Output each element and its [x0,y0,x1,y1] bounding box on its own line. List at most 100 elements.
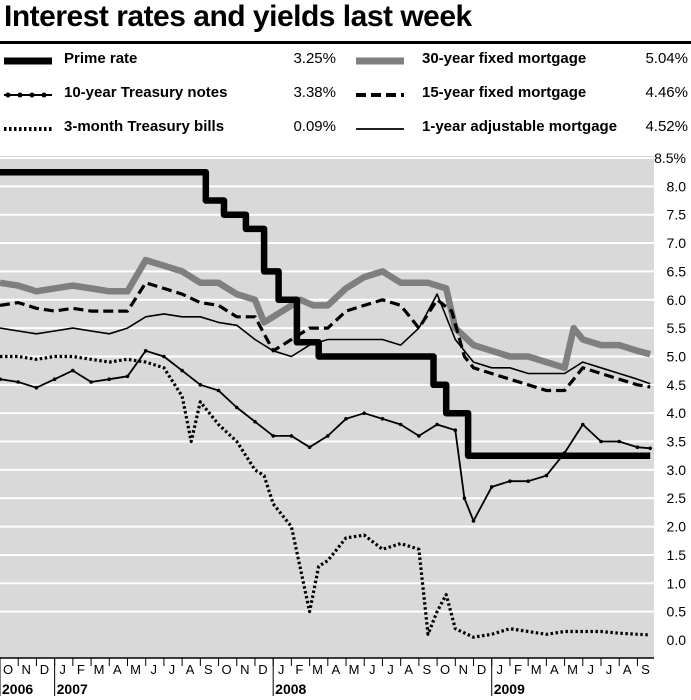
year-label: 2007 [57,681,88,697]
x-tick-label: J [150,662,157,677]
legend-label-m30: 30-year fixed mortgage [422,50,587,67]
legend-value-m30: 5.04% [645,50,688,67]
series-point-t10 [417,434,421,438]
x-tick-label: J [169,662,176,677]
series-point-t10 [71,368,75,373]
series-point-t10 [289,434,294,438]
series-point-t10 [0,377,2,381]
x-tick-label: O [3,662,13,677]
x-tick-label: A [113,662,122,677]
series-point-t10 [107,377,112,381]
series-point-t10 [435,422,439,427]
x-tick-label: S [423,662,432,677]
series-point-t10 [16,380,21,384]
legend-value-arm1: 4.52% [645,118,688,135]
legend-value-prime: 3.25% [293,50,336,67]
legend-item-prime: Prime rate 3.25% [0,44,340,78]
y-tick-label: 0.0 [667,632,687,648]
legend-item-t10: 10-year Treasury notes 3.38% [0,78,340,112]
legend: Prime rate 3.25% 10-year Treasury notes … [0,44,691,144]
series-point-t10 [143,349,148,353]
series-point-t10 [34,385,39,390]
series-point-t10 [453,428,458,433]
series-point-t10 [599,439,603,444]
series-point-t10 [180,368,184,373]
legend-label-t3m: 3-month Treasury bills [64,118,225,135]
x-tick-label: M [567,662,578,677]
y-tick-label: 4.0 [667,405,687,421]
y-tick-label: 3.5 [667,434,687,450]
x-tick-label: O [440,662,450,677]
x-tick-label: M [349,662,360,677]
x-tick-label: O [221,662,231,677]
series-point-t10 [526,479,530,484]
x-tick-label: N [240,662,249,677]
x-tick-label: D [258,662,267,677]
x-tick-label: D [40,662,49,677]
legend-item-t3m: 3-month Treasury bills 0.09% [0,112,340,146]
legend-value-m15: 4.46% [645,84,688,101]
y-tick-label: 0.5 [667,604,687,620]
legend-swatch-m30 [356,57,404,65]
x-tick-label: F [295,662,303,677]
legend-label-arm1: 1-year adjustable mortgage [422,118,618,135]
y-tick-label: 5.5 [667,320,687,336]
y-tick-label: 5.0 [667,348,687,364]
legend-item-arm1: 1-year adjustable mortgage 4.52% [352,112,690,146]
series-point-t10 [344,417,348,421]
x-tick-label: J [369,662,376,677]
plot-background [0,156,654,658]
legend-value-t3m: 0.09% [293,118,336,135]
x-tick-label: S [204,662,213,677]
x-tick-label: M [531,662,542,677]
series-point-t10 [235,405,239,410]
series-line-prime [0,168,651,459]
x-tick-label: F [77,662,85,677]
series-layer [0,168,652,639]
series-point-t10 [362,411,367,416]
x-tick-label: J [606,662,613,677]
series-point-t10 [162,354,166,359]
y-tick-label: 1.0 [667,575,687,591]
series-point-t10 [380,417,385,421]
legend-swatch-t3m [4,127,52,131]
year-label: 2006 [2,681,33,697]
series-point-t10 [253,419,257,424]
legend-swatch-arm1 [356,128,404,130]
x-tick-label: D [477,662,486,677]
series-line-t3m [0,354,651,639]
x-tick-label: A [623,662,632,677]
x-tick-label: N [459,662,468,677]
legend-label-t10: 10-year Treasury notes [64,84,228,101]
y-tick-label: 2.5 [667,490,687,506]
y-tick-label: 4.5 [667,377,687,393]
y-tick-label: 2.0 [667,519,687,535]
year-label: 2008 [275,681,306,697]
rates-chart: 8.5% 8.0 7.5 7.0 6.5 6.0 5.5 5.0 4.5 4.0 3.5 3.0 2.5… [0,150,687,697]
series-point-t10 [617,439,621,444]
x-tick-label: A [404,662,413,677]
x-tick-label: M [312,662,323,677]
chart-title: Interest rates and yields last week [4,0,472,33]
x-tick-label: M [94,662,105,677]
series-line-m30 [0,256,652,372]
series-point-t10 [89,380,93,384]
series-point-t10 [326,434,330,438]
y-tick-label: 1.5 [667,547,687,563]
grid [0,157,654,613]
y-tick-label: 8.0 [667,178,687,194]
legend-item-m15: 15-year fixed mortgage 4.46% [352,78,690,112]
y-tick-label: 6.5 [667,263,687,279]
x-tick-label: F [514,662,522,677]
series-point-t10 [271,434,276,438]
legend-swatch-t10 [4,92,52,98]
y-tick-label: 6.0 [667,292,687,308]
y-tick-label: 7.0 [667,235,687,251]
series-line-t10 [0,349,651,522]
x-tick-label: J [387,662,394,677]
x-tick-label: A [550,662,559,677]
series-point-t10 [635,445,640,450]
x-tick-label: N [22,662,31,677]
title-rule [0,41,691,44]
x-tick-label: A [331,662,340,677]
